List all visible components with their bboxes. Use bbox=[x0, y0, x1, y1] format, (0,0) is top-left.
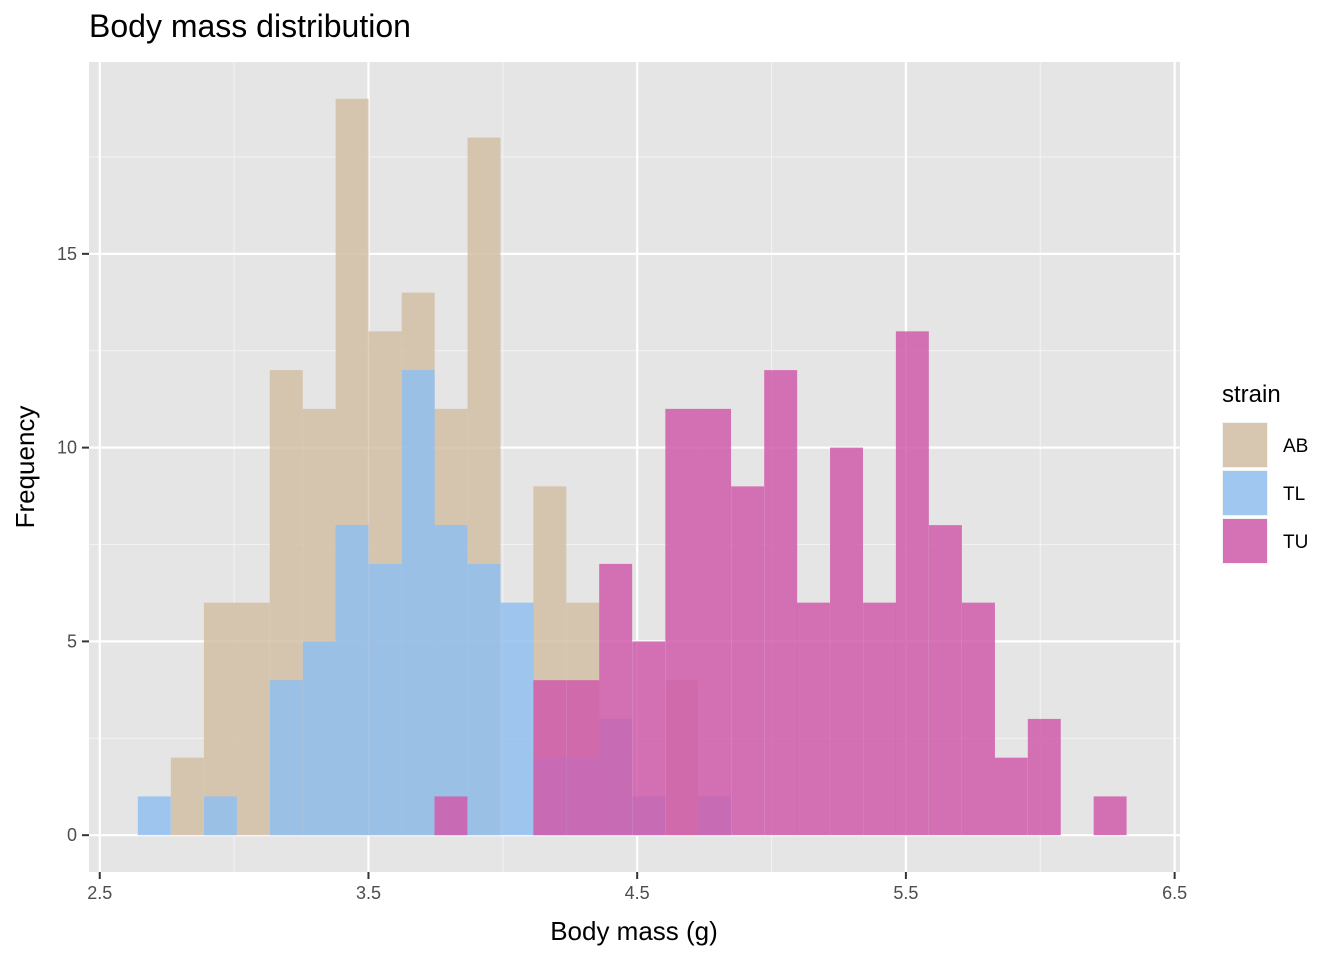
x-axis-title: Body mass (g) bbox=[550, 916, 718, 946]
bar-TL bbox=[137, 796, 171, 836]
bar-TU bbox=[1027, 718, 1061, 836]
legend-label: AB bbox=[1283, 436, 1308, 457]
bar-TU bbox=[731, 486, 765, 836]
bar-AB bbox=[170, 757, 204, 836]
legend-swatch bbox=[1223, 519, 1267, 563]
legend-items: AB TL TU bbox=[1222, 422, 1308, 564]
bar-AB bbox=[236, 602, 270, 836]
y-tick-label: 5 bbox=[67, 631, 77, 651]
bar-TU bbox=[764, 370, 798, 836]
legend-swatch bbox=[1223, 423, 1267, 467]
bar-TL bbox=[467, 563, 501, 836]
bar-TU bbox=[994, 757, 1028, 836]
legend-item-TU: TU bbox=[1222, 518, 1308, 564]
bar-TU bbox=[961, 602, 995, 836]
bar-TU bbox=[632, 641, 666, 836]
bar-TU bbox=[796, 602, 830, 836]
bar-TU bbox=[830, 447, 863, 836]
bar-TL bbox=[269, 680, 303, 836]
y-tick-label: 10 bbox=[57, 438, 77, 458]
bar-TU bbox=[533, 680, 567, 836]
bar-TL bbox=[335, 525, 369, 836]
bar-TU bbox=[928, 525, 962, 836]
legend-label: TL bbox=[1283, 484, 1305, 505]
legend: strain AB TL TU bbox=[1222, 381, 1308, 564]
y-tick-label: 0 bbox=[67, 825, 77, 845]
y-axis: 0 5 10 15 bbox=[57, 244, 89, 845]
bar-TL bbox=[434, 525, 468, 836]
bar-TU bbox=[863, 602, 897, 836]
legend-label: TU bbox=[1283, 532, 1308, 553]
y-axis-title: Frequency bbox=[10, 406, 40, 529]
legend-title: strain bbox=[1222, 381, 1281, 408]
legend-item-AB: AB bbox=[1222, 422, 1308, 468]
x-tick-label: 4.5 bbox=[625, 883, 650, 903]
bar-TU bbox=[599, 563, 633, 836]
legend-swatch bbox=[1223, 471, 1267, 515]
bar-TL bbox=[401, 370, 435, 836]
bar-TU bbox=[665, 408, 699, 836]
y-tick-label: 15 bbox=[57, 244, 77, 264]
legend-item-TL: TL bbox=[1222, 470, 1305, 516]
bar-TU bbox=[895, 331, 929, 836]
bar-TL bbox=[500, 602, 534, 836]
x-tick-label: 5.5 bbox=[893, 883, 918, 903]
bar-TL bbox=[302, 641, 336, 836]
x-axis: 2.5 3.5 4.5 5.5 6.5 bbox=[87, 872, 1187, 903]
bar-TL bbox=[368, 563, 402, 836]
histogram-bars bbox=[137, 98, 1127, 836]
chart-title: Body mass distribution bbox=[89, 8, 411, 44]
bar-TU bbox=[566, 680, 600, 836]
x-tick-label: 3.5 bbox=[356, 883, 381, 903]
bar-TU bbox=[434, 796, 468, 836]
x-tick-label: 6.5 bbox=[1162, 883, 1187, 903]
bar-TU bbox=[1093, 796, 1127, 836]
series-TU bbox=[434, 331, 1127, 836]
x-tick-label: 2.5 bbox=[87, 883, 112, 903]
bar-TU bbox=[698, 408, 732, 836]
bar-TL bbox=[203, 796, 237, 836]
